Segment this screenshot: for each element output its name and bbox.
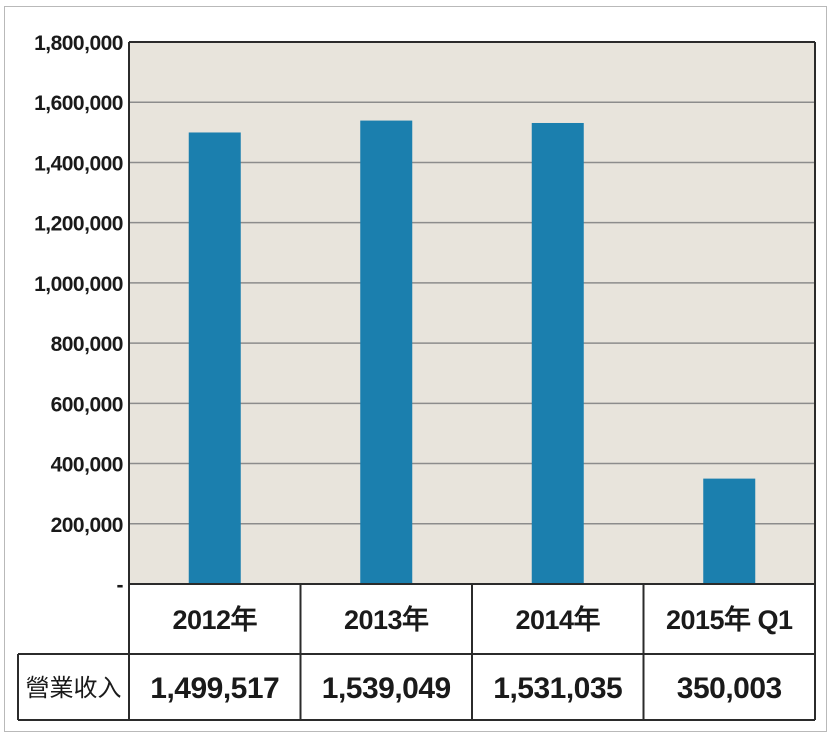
table-row-label: 營業收入	[26, 675, 122, 702]
bars	[188, 120, 756, 585]
x-category-label: 2015年 Q1	[666, 604, 793, 635]
y-tick-label: 600,000	[51, 393, 123, 416]
y-axis-tick-labels: - 200,000 400,000 600,000 800,000 1,000,000 1,…	[34, 32, 124, 597]
y-tick-label: 400,000	[51, 454, 123, 477]
plot-background	[129, 42, 815, 584]
table-value: 350,003	[677, 672, 782, 705]
bar-2	[360, 120, 413, 584]
y-tick-label: 1,200,000	[34, 213, 123, 236]
x-category-label: 2014年	[515, 604, 600, 635]
data-table: 2012年 1,499,517 2013年 1,539,049 2014年 1,531,0…	[26, 604, 794, 705]
y-tick-label: 1,400,000	[34, 152, 123, 175]
bar-1	[188, 132, 241, 585]
table-value: 1,531,035	[493, 672, 622, 705]
bar-3	[531, 122, 584, 585]
y-tick-label: -	[117, 574, 124, 597]
y-tick-label: 1,600,000	[34, 92, 123, 115]
bar-4	[703, 478, 756, 584]
y-tick-label: 1,000,000	[34, 273, 123, 296]
table-value: 1,539,049	[322, 672, 451, 705]
axes	[17, 41, 816, 721]
x-category-label: 2012年	[172, 604, 257, 635]
y-tick-label: 800,000	[51, 333, 123, 356]
table-value: 1,499,517	[150, 672, 279, 705]
y-tick-label: 200,000	[51, 514, 123, 537]
x-category-label: 2013年	[344, 604, 429, 635]
y-tick-label: 1,800,000	[34, 32, 123, 55]
figure-border	[4, 6, 827, 732]
